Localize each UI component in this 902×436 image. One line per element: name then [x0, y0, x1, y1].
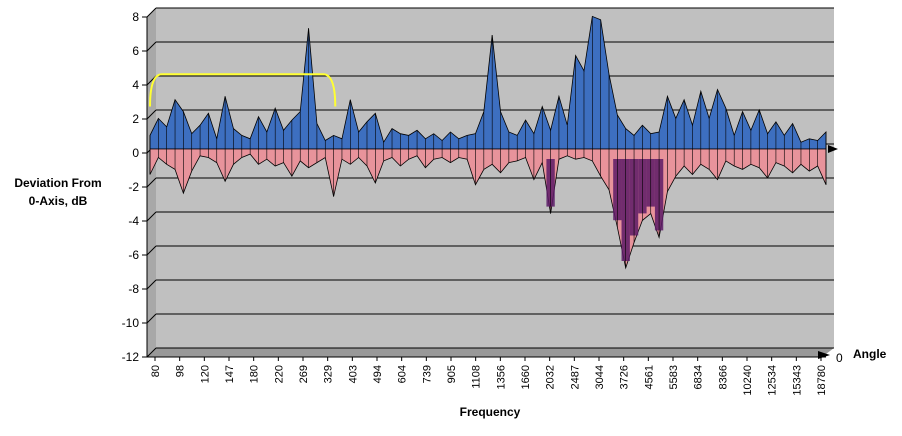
x-tick-label: 739: [421, 365, 433, 383]
y-tick-label: 4: [132, 78, 139, 92]
x-tick-label: 98: [175, 365, 187, 377]
x-tick-label: 1108: [471, 365, 483, 389]
x-tick-label: 403: [347, 365, 359, 383]
gridline-side: [146, 279, 157, 290]
y-tick-label: -10: [122, 316, 140, 330]
x-tick-label: 6834: [693, 365, 705, 389]
x-tick-label: 8366: [717, 365, 729, 389]
y-tick-label: -12: [122, 350, 140, 364]
x-tick-label: 2487: [569, 365, 581, 389]
gridline-side: [146, 211, 157, 222]
y-tick-label: 0: [132, 146, 139, 160]
x-tick-label: 5583: [668, 365, 680, 389]
x-tick-label: 10240: [742, 365, 754, 396]
y-tick-label: -8: [128, 282, 139, 296]
x-tick-label: 147: [224, 365, 236, 383]
gridline-side: [146, 245, 157, 256]
gridline-side: [146, 109, 157, 120]
highlight-bracket: [149, 73, 337, 107]
y-axis-label-line-1: Deviation From: [14, 176, 102, 190]
x-axis-label: Frequency: [459, 405, 521, 419]
x-tick-label: 494: [372, 365, 384, 383]
x-tick-label: 220: [273, 365, 285, 383]
x-tick-label: 15343: [791, 365, 803, 396]
z-tick-label: 0: [836, 351, 843, 365]
x-tick-label: 269: [298, 365, 310, 383]
z-axis-label: Angle: [853, 347, 887, 361]
x-tick-label: 12534: [767, 365, 779, 396]
x-tick-label: 4561: [643, 365, 655, 389]
x-tick-label: 2032: [545, 365, 557, 389]
x-tick-label: 3726: [619, 365, 631, 389]
gridline-side: [146, 177, 157, 188]
x-tick-label: 80: [150, 365, 162, 377]
x-tick-label: 180: [249, 365, 261, 383]
gridline-side: [146, 347, 157, 358]
y-tick-label: -6: [128, 248, 139, 262]
y-tick-label: 8: [132, 10, 139, 24]
chart-floor: [147, 348, 834, 357]
y-tick-label: 6: [132, 44, 139, 58]
x-tick-label: 905: [446, 365, 458, 383]
x-tick-label: 18780: [816, 365, 828, 396]
y-tick-label: 2: [132, 112, 139, 126]
gridline-side: [146, 7, 157, 18]
x-tick-label: 1356: [495, 365, 507, 389]
x-tick-label: 329: [323, 365, 335, 383]
x-tick-label: 3044: [594, 365, 606, 389]
gridline-side: [146, 313, 157, 324]
zero-line-arrow: [828, 145, 838, 153]
y-tick-label: -2: [128, 180, 139, 194]
gridline-side: [146, 41, 157, 52]
y-axis-label: Deviation From 0-Axis, dB: [0, 174, 116, 210]
y-axis-label-line-2: 0-Axis, dB: [28, 194, 88, 208]
x-tick-label: 604: [397, 365, 409, 383]
y-tick-label: -4: [128, 214, 139, 228]
x-tick-label: 1660: [520, 365, 532, 389]
x-tick-label: 120: [199, 365, 211, 383]
